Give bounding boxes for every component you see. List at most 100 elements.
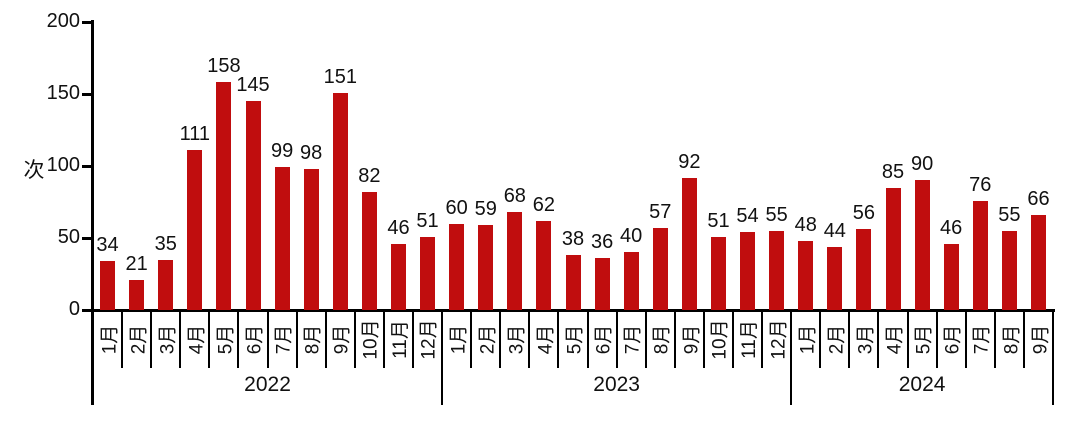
bar [681, 177, 697, 310]
bar-value-label: 34 [96, 234, 119, 257]
bar-value-label: 62 [532, 193, 556, 216]
month-tick-label: 8月 [297, 311, 326, 367]
bar [1030, 214, 1046, 310]
month-label-text: 4月 [535, 324, 557, 354]
month-label-text: 9月 [680, 324, 702, 354]
bar [856, 229, 872, 310]
month-separator [761, 310, 764, 368]
bar [245, 101, 261, 310]
bar-value-label: 36 [590, 231, 614, 254]
bar-value-label: 98 [300, 141, 323, 164]
bar [943, 243, 959, 310]
year-label: 2024 [898, 373, 946, 396]
month-label-text: 4月 [186, 324, 208, 354]
month-label-text: 6月 [593, 324, 615, 354]
bar [740, 232, 756, 310]
year-label: 2022 [244, 373, 291, 396]
month-separator [528, 310, 531, 368]
bar-value-label: 145 [236, 74, 270, 97]
bar-value-label: 68 [503, 185, 526, 208]
bar [827, 246, 843, 310]
month-tick-label: 9月 [1024, 311, 1053, 367]
bar [885, 187, 901, 310]
bar-value-label: 111 [179, 123, 211, 146]
month-label-text: 9月 [331, 324, 353, 354]
month-tick-label: 1月 [442, 311, 471, 367]
month-label-text: 9月 [1029, 324, 1051, 354]
x-axis-line [91, 309, 1055, 312]
month-tick-label: 9月 [675, 311, 704, 367]
month-tick-label: 10月 [704, 311, 733, 367]
month-label-text: 10月 [709, 318, 731, 360]
month-label-text: 2月 [477, 324, 499, 354]
y-tick [82, 93, 91, 96]
month-tick-label: 12月 [762, 311, 791, 367]
y-tick [82, 21, 91, 24]
bar [216, 82, 232, 310]
month-tick-label: 4月 [180, 311, 209, 367]
bar [536, 220, 552, 310]
month-tick-label: 5月 [558, 311, 587, 367]
bar [303, 168, 319, 310]
plot-right-boundary [1052, 310, 1054, 405]
bar-value-label: 54 [736, 205, 759, 228]
month-tick-label: 7月 [268, 311, 297, 367]
month-separator [906, 310, 909, 368]
y-tick-label: 200 [46, 10, 80, 32]
month-label-text: 8月 [651, 324, 673, 354]
month-tick-label: 1月 [791, 311, 820, 367]
month-label-text: 4月 [884, 324, 906, 354]
month-label-text: 12月 [768, 318, 790, 360]
month-tick-label: 3月 [500, 311, 529, 367]
month-label-text: 8月 [302, 324, 324, 354]
month-separator [877, 310, 880, 368]
year-label: 2023 [593, 373, 640, 396]
month-separator [935, 310, 938, 368]
bar-value-label: 51 [416, 209, 439, 232]
month-tick-label: 5月 [908, 311, 937, 367]
month-separator [499, 310, 502, 368]
month-tick-label: 7月 [617, 311, 646, 367]
bar [274, 167, 290, 310]
month-tick-label: 4月 [529, 311, 558, 367]
month-separator [1022, 310, 1025, 368]
month-separator [557, 310, 560, 368]
month-separator [266, 310, 269, 368]
y-axis-line [91, 20, 94, 405]
month-tick-label: 4月 [878, 311, 907, 367]
month-label-text: 1月 [448, 324, 470, 354]
month-tick-label: 9月 [326, 311, 355, 367]
month-separator [382, 310, 385, 368]
bar-value-label: 92 [678, 150, 701, 173]
bar [100, 261, 116, 310]
month-tick-label: 2月 [820, 311, 849, 367]
y-tick-label: 100 [46, 154, 80, 176]
month-label-text: 5月 [913, 324, 935, 354]
bar-value-label: 38 [561, 228, 585, 251]
month-tick-label: 1月 [93, 311, 122, 367]
month-tick-label: 8月 [995, 311, 1024, 367]
month-label-text: 5月 [564, 324, 586, 354]
month-label-text: 3月 [506, 324, 528, 354]
bar-value-label: 55 [765, 203, 788, 226]
month-label-text: 12月 [419, 318, 441, 360]
year-separator [790, 310, 793, 405]
bar [507, 212, 523, 310]
month-separator [819, 310, 822, 368]
month-label-text: 6月 [244, 324, 266, 354]
month-tick-label: 11月 [384, 311, 413, 367]
month-tick-label: 2月 [471, 311, 500, 367]
bar-value-label: 46 [940, 216, 963, 239]
month-label-text: 11月 [739, 319, 761, 359]
month-separator [208, 310, 211, 368]
month-separator [702, 310, 705, 368]
y-tick [82, 165, 91, 168]
bar [187, 150, 203, 310]
month-label-text: 2月 [128, 324, 150, 354]
month-label-text: 3月 [855, 324, 877, 354]
month-tick-label: 3月 [849, 311, 878, 367]
bar-value-label: 21 [125, 252, 148, 275]
month-separator [993, 310, 996, 368]
bar-value-label: 60 [445, 196, 468, 219]
